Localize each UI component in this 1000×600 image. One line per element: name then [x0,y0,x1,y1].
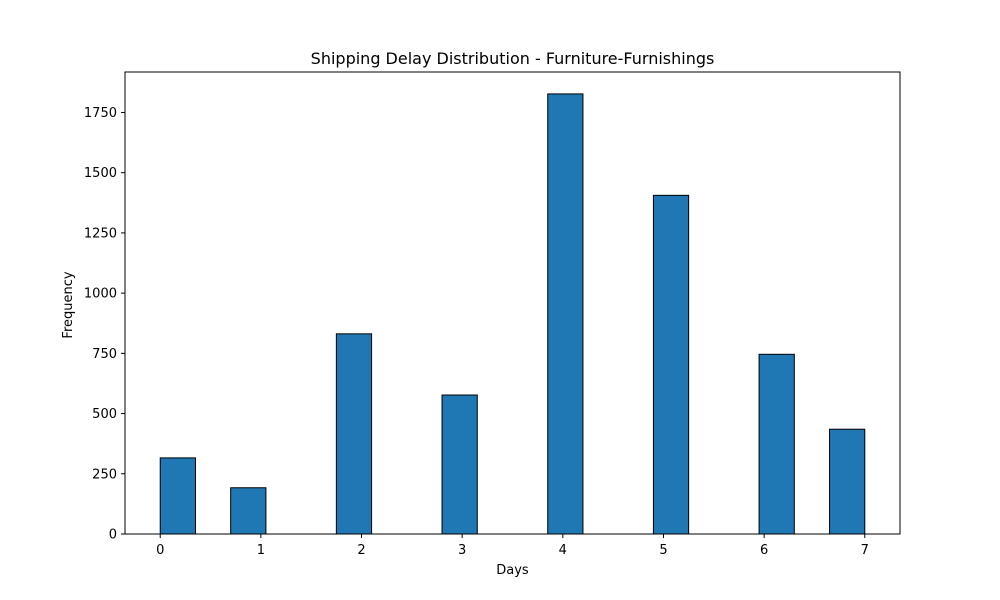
x-tick-label: 5 [659,543,667,558]
y-tick-label: 1500 [84,166,117,181]
chart-title: Shipping Delay Distribution - Furniture-… [311,49,715,68]
y-tick-label: 500 [92,407,117,422]
x-tick-label: 7 [861,543,869,558]
y-tick-label: 1250 [84,226,117,241]
x-tick-label: 2 [357,543,365,558]
histogram-bar-7 [829,428,866,535]
plot-frame [124,71,901,535]
x-tick-label: 6 [760,543,768,558]
histogram-bar-6 [758,353,795,535]
x-tick-label: 3 [458,543,466,558]
y-tick-label: 250 [92,467,117,482]
y-tick-label: 0 [109,528,117,543]
y-axis-label: Frequency [61,271,76,338]
y-tick-label: 1750 [84,106,117,121]
x-axis-ticks: 0 1 2 3 4 5 6 7 [156,534,869,558]
histogram-bar-5 [652,194,690,535]
x-tick-label: 4 [559,543,567,558]
histogram-bar-4 [547,93,584,535]
x-axis-label: Days [496,563,529,578]
histogram-bar-1 [230,487,267,535]
y-axis-ticks: 0 250 500 750 1000 1250 1500 1750 [84,106,125,543]
histogram-bar-2 [335,333,373,535]
y-tick-label: 1000 [84,287,117,302]
y-tick-label: 750 [92,347,117,362]
histogram-bar-3 [441,394,478,535]
x-tick-label: 0 [156,543,164,558]
x-tick-label: 1 [257,543,265,558]
bars-group [159,93,866,535]
histogram-bar-0 [159,457,196,535]
